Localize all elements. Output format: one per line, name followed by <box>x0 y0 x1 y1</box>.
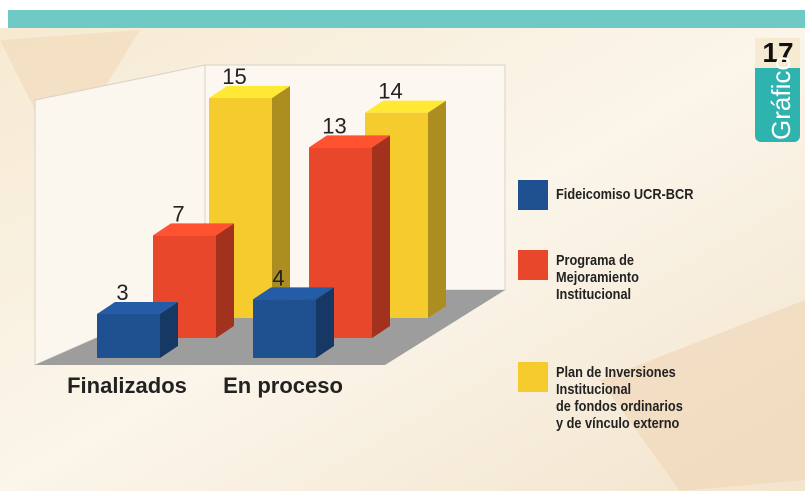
bar-side <box>372 135 390 338</box>
bar-front <box>253 299 316 358</box>
bar <box>97 302 178 358</box>
bar-side <box>316 287 334 358</box>
bar-side <box>216 223 234 338</box>
chart: 17 Gráfico 151471334FinalizadosEn proces… <box>0 0 805 491</box>
value-label: 14 <box>378 79 402 104</box>
bar-side <box>428 101 446 318</box>
bar-front <box>97 314 160 358</box>
page: 17 Gráfico 151471334FinalizadosEn proces… <box>0 0 805 491</box>
legend-swatch <box>518 250 548 280</box>
x-tick-label: Finalizados <box>67 373 187 398</box>
value-label: 4 <box>272 265 284 290</box>
legend-swatch <box>518 362 548 392</box>
top-band <box>8 10 805 28</box>
bar <box>253 287 334 358</box>
value-label: 13 <box>322 113 346 138</box>
value-label: 15 <box>222 64 246 89</box>
legend-swatch <box>518 180 548 210</box>
legend-label: Fideicomiso UCR-BCR <box>556 186 693 203</box>
value-label: 7 <box>172 201 184 226</box>
legend-label: Programa de Mejoramiento Institucional <box>556 252 639 303</box>
value-label: 3 <box>116 280 128 305</box>
legend-label: Plan de Inversiones Institucional de fon… <box>556 364 683 432</box>
x-tick-label: En proceso <box>223 373 343 398</box>
badge-label: Gráfico <box>766 56 796 140</box>
